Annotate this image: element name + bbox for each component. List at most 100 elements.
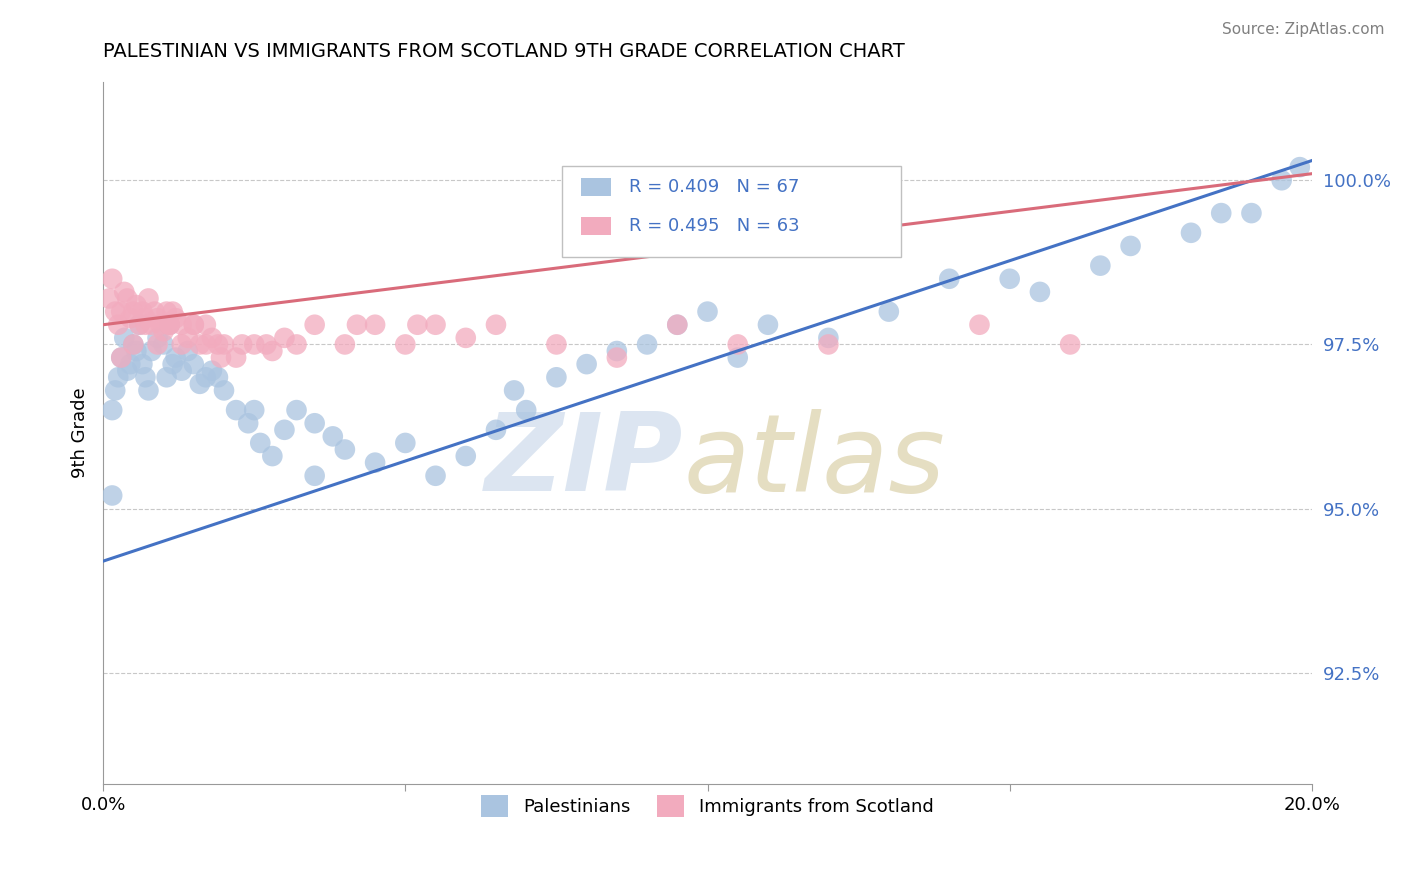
Point: [146, 331, 169, 345]
Point: [333, 337, 356, 351]
Point: [606, 344, 628, 359]
Legend: Palestinians, Immigrants from Scotland: Palestinians, Immigrants from Scotland: [474, 789, 941, 824]
Point: [170, 318, 193, 332]
Point: [1288, 160, 1310, 174]
Point: [194, 318, 217, 332]
Point: [1211, 206, 1233, 220]
Point: [120, 311, 142, 326]
Point: [254, 337, 277, 351]
Point: [120, 357, 142, 371]
FancyBboxPatch shape: [562, 166, 901, 258]
Point: [188, 337, 211, 351]
Point: [141, 318, 163, 332]
Point: [152, 337, 174, 351]
FancyBboxPatch shape: [581, 217, 610, 235]
Point: [969, 318, 991, 332]
Point: [162, 357, 184, 371]
Point: [101, 488, 124, 502]
Point: [170, 337, 193, 351]
Point: [110, 351, 132, 365]
Point: [207, 337, 229, 351]
Point: [1029, 285, 1052, 299]
Point: [107, 318, 129, 332]
Point: [131, 304, 153, 318]
Point: [177, 344, 200, 359]
Point: [546, 370, 568, 384]
Point: [162, 304, 184, 318]
Point: [107, 370, 129, 384]
Point: [128, 318, 150, 332]
Point: [285, 337, 308, 351]
Text: atlas: atlas: [683, 409, 945, 514]
Point: [273, 331, 295, 345]
Point: [454, 331, 477, 345]
Point: [170, 364, 193, 378]
Point: [515, 403, 537, 417]
Point: [817, 331, 839, 345]
Point: [125, 298, 148, 312]
Point: [104, 384, 127, 398]
Point: [177, 331, 200, 345]
Point: [546, 337, 568, 351]
Point: [155, 370, 177, 384]
Point: [98, 292, 121, 306]
Point: [152, 324, 174, 338]
Point: [1059, 337, 1081, 351]
Point: [238, 416, 260, 430]
Point: [149, 318, 172, 332]
Point: [159, 318, 181, 332]
FancyBboxPatch shape: [581, 178, 610, 196]
Point: [243, 403, 266, 417]
Point: [155, 304, 177, 318]
Point: [131, 357, 153, 371]
Point: [636, 337, 658, 351]
Point: [727, 337, 749, 351]
Point: [243, 337, 266, 351]
Point: [122, 337, 145, 351]
Text: R = 0.495   N = 63: R = 0.495 N = 63: [628, 217, 800, 235]
Point: [122, 304, 145, 318]
Point: [194, 337, 217, 351]
Point: [188, 376, 211, 391]
Point: [112, 285, 135, 299]
Point: [183, 357, 205, 371]
Point: [322, 429, 344, 443]
Point: [606, 351, 628, 365]
Point: [666, 318, 689, 332]
Text: R = 0.409   N = 67: R = 0.409 N = 67: [628, 178, 800, 196]
Point: [112, 331, 135, 345]
Point: [364, 318, 387, 332]
Point: [262, 449, 284, 463]
Point: [207, 370, 229, 384]
Point: [406, 318, 429, 332]
Point: [141, 344, 163, 359]
Point: [194, 370, 217, 384]
Point: [159, 318, 181, 332]
Point: [104, 304, 127, 318]
Point: [485, 318, 508, 332]
Point: [138, 292, 160, 306]
Point: [696, 304, 718, 318]
Point: [1180, 226, 1202, 240]
Point: [231, 337, 253, 351]
Point: [165, 351, 187, 365]
Point: [1240, 206, 1263, 220]
Point: [394, 436, 416, 450]
Point: [364, 456, 387, 470]
Point: [101, 403, 124, 417]
Y-axis label: 9th Grade: 9th Grade: [72, 388, 89, 478]
Point: [304, 416, 326, 430]
Point: [346, 318, 368, 332]
Text: PALESTINIAN VS IMMIGRANTS FROM SCOTLAND 9TH GRADE CORRELATION CHART: PALESTINIAN VS IMMIGRANTS FROM SCOTLAND …: [103, 42, 905, 61]
Point: [183, 318, 205, 332]
Point: [134, 370, 156, 384]
Point: [146, 337, 169, 351]
Point: [756, 318, 779, 332]
Point: [394, 337, 416, 351]
Point: [1271, 173, 1294, 187]
Point: [1090, 259, 1112, 273]
Point: [304, 468, 326, 483]
Point: [225, 351, 247, 365]
Point: [273, 423, 295, 437]
Text: Source: ZipAtlas.com: Source: ZipAtlas.com: [1222, 22, 1385, 37]
